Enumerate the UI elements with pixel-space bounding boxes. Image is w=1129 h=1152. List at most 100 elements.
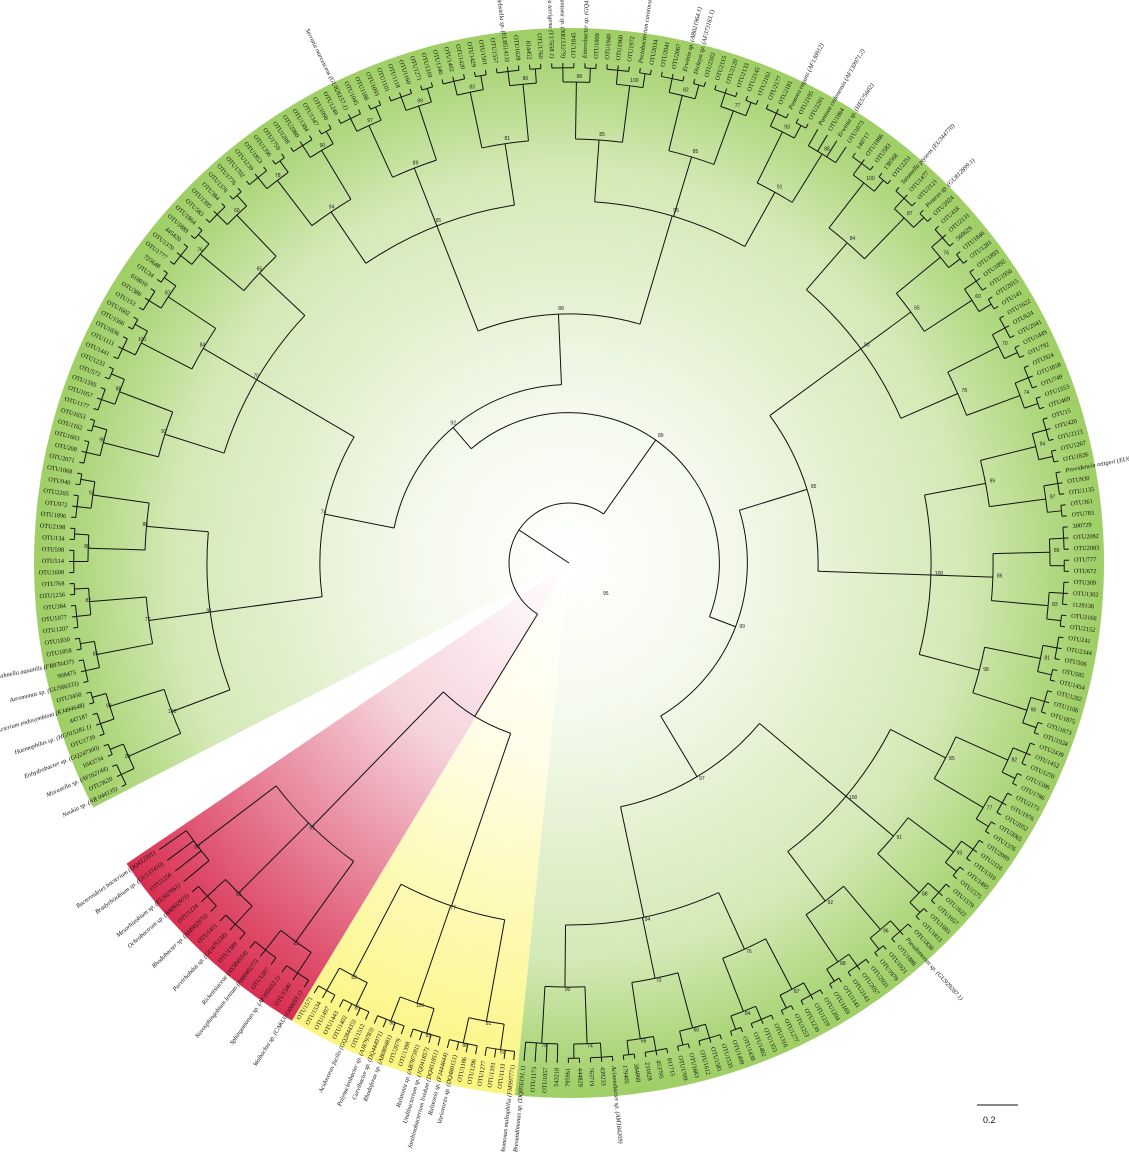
bootstrap-value: 70 bbox=[656, 978, 662, 984]
branch bbox=[419, 1031, 423, 1041]
branch bbox=[673, 156, 693, 217]
branch bbox=[279, 160, 289, 173]
branch bbox=[779, 982, 804, 996]
bootstrap-value: 85 bbox=[84, 544, 90, 550]
leaf-label: OTU134 bbox=[42, 534, 66, 542]
branch bbox=[907, 923, 912, 928]
leaf-label: OTU2198 bbox=[39, 523, 65, 532]
branch bbox=[199, 253, 245, 292]
branch bbox=[633, 1053, 636, 1059]
branch bbox=[869, 920, 891, 939]
leaf-label: OTU972 bbox=[45, 499, 68, 509]
branch bbox=[671, 73, 674, 79]
branch bbox=[1032, 385, 1037, 389]
branch bbox=[890, 728, 946, 759]
bootstrap-value: 96 bbox=[673, 208, 679, 214]
branch bbox=[313, 985, 319, 994]
green-clade-background bbox=[34, 28, 1105, 1099]
branch bbox=[620, 806, 645, 918]
branch bbox=[297, 952, 312, 974]
leaf-label: OTU1207 bbox=[42, 625, 68, 635]
branch bbox=[239, 932, 246, 940]
bootstrap-value: 84 bbox=[200, 342, 206, 348]
branch bbox=[500, 1024, 505, 1050]
branch bbox=[1054, 658, 1060, 661]
leaf-label: OTU361 bbox=[1070, 498, 1093, 508]
branch bbox=[669, 92, 696, 100]
branch bbox=[163, 269, 168, 274]
bootstrap-value: 91 bbox=[309, 825, 315, 831]
branch bbox=[393, 384, 562, 529]
bootstrap-value: 82 bbox=[1011, 758, 1017, 764]
branch bbox=[740, 1027, 743, 1033]
branch bbox=[103, 743, 109, 747]
branch bbox=[180, 255, 193, 265]
bootstrap-value: 74 bbox=[587, 1044, 593, 1050]
branch bbox=[903, 194, 908, 199]
bootstrap-value: 88 bbox=[194, 844, 200, 850]
branch bbox=[426, 1008, 435, 1034]
branch bbox=[229, 923, 236, 931]
bootstrap-value: 100 bbox=[630, 78, 639, 84]
branch bbox=[949, 242, 954, 247]
branch bbox=[894, 208, 914, 228]
branch bbox=[413, 167, 438, 227]
branch bbox=[134, 323, 148, 332]
branch bbox=[1048, 538, 1051, 566]
branch bbox=[91, 420, 96, 432]
leaf-label: 439233 bbox=[599, 1067, 607, 1086]
branch bbox=[1042, 644, 1058, 649]
branch bbox=[969, 271, 983, 291]
bootstrap-value: 77 bbox=[987, 806, 993, 812]
branch bbox=[964, 288, 980, 312]
branch bbox=[234, 905, 253, 925]
branch bbox=[321, 128, 332, 135]
branch bbox=[719, 1034, 722, 1040]
bootstrap-value: 78 bbox=[541, 1043, 547, 1049]
bootstrap-value: 76 bbox=[943, 251, 949, 257]
bootstrap-value: 60 bbox=[234, 208, 240, 214]
branch bbox=[982, 287, 987, 291]
branch bbox=[173, 246, 188, 265]
bootstrap-value: 94 bbox=[329, 205, 335, 211]
leaf-label: OTU1628 bbox=[512, 35, 522, 61]
branch bbox=[534, 68, 537, 84]
bootstrap-value: 88 bbox=[558, 306, 564, 312]
branch bbox=[302, 145, 311, 158]
bootstrap-value: 89 bbox=[1054, 548, 1060, 554]
branch bbox=[923, 908, 928, 913]
branch bbox=[1055, 471, 1061, 474]
branch bbox=[694, 84, 700, 99]
leaf-label: OTU1302 bbox=[1073, 590, 1099, 599]
bootstrap-value: 95 bbox=[125, 754, 131, 760]
bootstrap-values: 95 98 100 85 82 77 85 93 88 91 96 88 92 100 87 84 76 60 65… bbox=[84, 74, 1059, 1056]
branch bbox=[992, 327, 1006, 336]
branch bbox=[714, 84, 717, 90]
branch bbox=[1030, 696, 1045, 702]
red-clade-background bbox=[126, 563, 569, 1021]
bootstrap-value: 95 bbox=[425, 1033, 431, 1039]
branch bbox=[399, 996, 435, 1010]
leaf-label: OTU241 bbox=[1068, 635, 1091, 645]
branch bbox=[1047, 690, 1053, 693]
branch bbox=[756, 131, 783, 184]
branch bbox=[484, 1047, 487, 1056]
branch bbox=[991, 600, 1049, 607]
branch bbox=[615, 70, 619, 85]
bootstrap-value: 92 bbox=[828, 900, 834, 906]
branch bbox=[257, 177, 268, 189]
branch bbox=[513, 1051, 516, 1060]
branch bbox=[99, 429, 108, 456]
bootstrap-value: 96 bbox=[883, 929, 889, 935]
branch bbox=[87, 534, 90, 562]
branch bbox=[388, 96, 392, 102]
branch bbox=[890, 920, 901, 932]
branch bbox=[805, 914, 839, 963]
leaf-label: 444829 bbox=[576, 1068, 583, 1087]
branch bbox=[1017, 772, 1022, 776]
branch bbox=[980, 460, 990, 507]
branch bbox=[523, 1042, 527, 1062]
branch bbox=[913, 217, 925, 228]
branch bbox=[787, 851, 826, 902]
bootstrap-value: 65 bbox=[641, 1039, 647, 1045]
